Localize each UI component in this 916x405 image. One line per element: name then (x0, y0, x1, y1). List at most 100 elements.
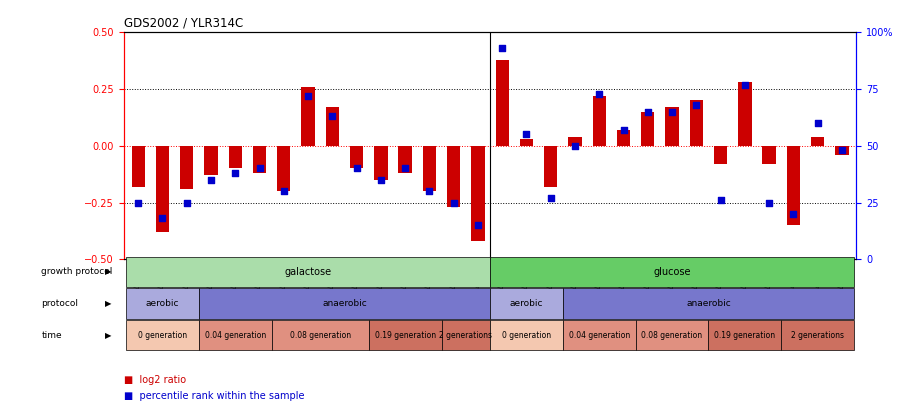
Bar (636, 320, 708, 350)
Point (131, 199, 146, 206)
Bar (132, 146, 145, 187)
Point (398, 165, 412, 172)
Bar (811, 137, 824, 146)
Text: 0.04 generation: 0.04 generation (204, 330, 266, 340)
Bar (616, 130, 630, 146)
Point (811, 120, 825, 126)
Point (495, 45, 509, 51)
Bar (301, 87, 315, 146)
Point (277, 188, 291, 194)
Point (252, 165, 267, 172)
Bar (641, 112, 654, 146)
Bar (199, 320, 272, 350)
Point (374, 177, 388, 183)
Point (228, 170, 243, 176)
Bar (199, 288, 490, 319)
Bar (490, 320, 562, 350)
Bar (156, 146, 169, 232)
Text: ▶: ▶ (105, 299, 112, 308)
Bar (272, 320, 369, 350)
Text: ■  percentile rank within the sample: ■ percentile rank within the sample (124, 391, 304, 401)
Text: time: time (41, 330, 62, 340)
Text: 2 generations: 2 generations (440, 330, 492, 340)
Bar (369, 320, 442, 350)
Text: 0 generation: 0 generation (138, 330, 187, 340)
Point (762, 199, 777, 206)
Text: ▶: ▶ (105, 267, 112, 277)
Text: ■  log2 ratio: ■ log2 ratio (124, 375, 186, 385)
Text: protocol: protocol (41, 299, 78, 308)
Point (349, 165, 364, 172)
Point (543, 195, 558, 201)
Bar (708, 320, 781, 350)
Bar (690, 100, 703, 146)
Bar (442, 320, 490, 350)
Point (592, 90, 606, 97)
Text: GDS2002 / YLR314C: GDS2002 / YLR314C (124, 17, 243, 30)
Point (568, 143, 583, 149)
Bar (253, 146, 267, 173)
Text: aerobic: aerobic (146, 299, 180, 308)
Point (422, 188, 437, 194)
Text: anaerobic: anaerobic (686, 299, 731, 308)
Bar (568, 137, 582, 146)
Bar (422, 146, 436, 191)
Bar (471, 146, 485, 241)
Bar (714, 146, 727, 164)
Bar (326, 107, 339, 146)
Bar (781, 320, 854, 350)
Text: 0.19 generation: 0.19 generation (714, 330, 776, 340)
Bar (126, 288, 199, 319)
Text: growth protocol: growth protocol (41, 267, 113, 277)
Point (519, 131, 534, 138)
Bar (490, 257, 854, 287)
Bar (519, 139, 533, 146)
Point (180, 199, 194, 206)
Point (834, 147, 849, 153)
Bar (544, 146, 558, 187)
Text: 0.19 generation: 0.19 generation (375, 330, 436, 340)
Point (640, 109, 655, 115)
Bar (447, 146, 461, 207)
Point (471, 222, 485, 228)
Point (786, 211, 801, 217)
Text: 0.08 generation: 0.08 generation (289, 330, 351, 340)
Bar (787, 146, 800, 225)
Point (300, 93, 315, 99)
Point (616, 127, 631, 133)
Text: 2 generations: 2 generations (791, 330, 845, 340)
Bar (738, 82, 751, 146)
Text: 0.08 generation: 0.08 generation (641, 330, 703, 340)
Bar (126, 257, 490, 287)
Text: galactose: galactose (285, 267, 332, 277)
Text: aerobic: aerobic (509, 299, 543, 308)
Bar (229, 146, 242, 168)
Text: 0 generation: 0 generation (502, 330, 551, 340)
Bar (562, 288, 854, 319)
Point (446, 199, 461, 206)
Bar (278, 146, 290, 191)
Text: 0.04 generation: 0.04 generation (569, 330, 630, 340)
Point (665, 109, 680, 115)
Bar (490, 288, 562, 319)
Bar (350, 146, 364, 168)
Bar (562, 320, 636, 350)
Bar (375, 146, 387, 180)
Point (689, 102, 703, 108)
Point (737, 81, 752, 88)
Point (155, 215, 169, 222)
Point (714, 197, 728, 203)
Point (203, 177, 218, 183)
Bar (762, 146, 776, 164)
Bar (204, 146, 218, 175)
Bar (180, 146, 193, 189)
Bar (835, 146, 848, 155)
Bar (126, 320, 199, 350)
Point (325, 113, 340, 119)
Bar (665, 107, 679, 146)
Text: ▶: ▶ (105, 330, 112, 340)
Text: anaerobic: anaerobic (322, 299, 366, 308)
Bar (496, 60, 509, 146)
Bar (593, 96, 605, 146)
Bar (398, 146, 412, 173)
